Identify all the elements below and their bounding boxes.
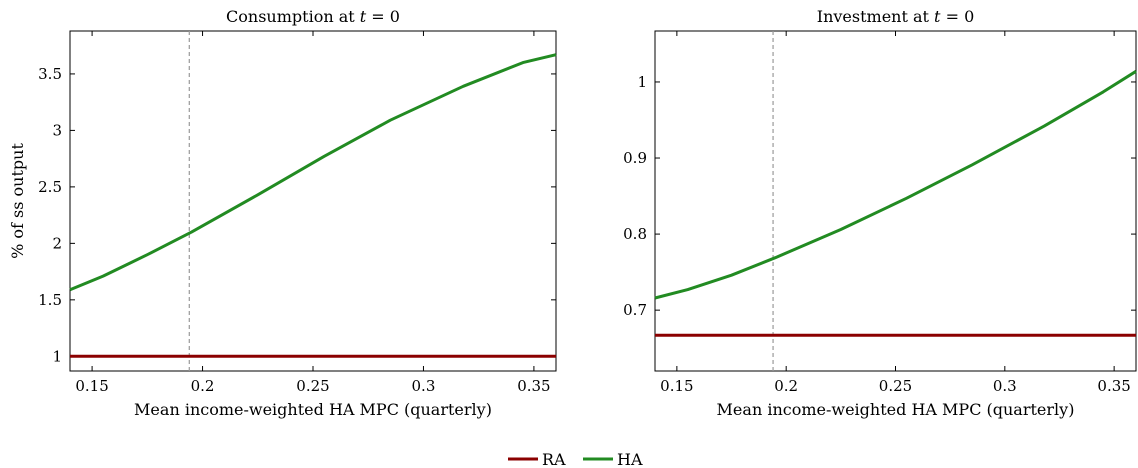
consumption-xtick-label: 0.35 [517, 377, 550, 395]
investment-xtick-label: 0.2 [774, 377, 798, 395]
consumption-xtick-label: 0.3 [412, 377, 436, 395]
consumption-panel: Consumption at t = 0 0.15 0.2 0.25 0.3 0.35 1 1… [8, 7, 557, 419]
investment-plot-frame [654, 30, 1137, 372]
investment-xtick-label: 0.35 [1097, 377, 1130, 395]
consumption-xlabel: Mean income-weighted HA MPC (quarterly) [134, 400, 492, 419]
consumption-ytick-label: 2 [52, 234, 62, 252]
legend-ha-label: HA [617, 450, 643, 468]
investment-xtick-label: 0.25 [879, 377, 912, 395]
investment-series-ha-line [654, 70, 1137, 300]
consumption-ylabel: % of ss output [8, 143, 27, 259]
consumption-ytick-label: 3 [52, 121, 62, 139]
consumption-xtick-label: 0.15 [75, 377, 108, 395]
consumption-ytick-label: 1.5 [38, 291, 62, 309]
investment-panel: Investment at t = 0 0.15 0.2 0.25 0.3 0.35 0.7… [623, 7, 1137, 419]
consumption-ytick-label: 3.5 [38, 65, 62, 83]
consumption-ytick-label: 2.5 [38, 178, 62, 196]
legend: RA HA [508, 450, 643, 468]
investment-ytick-label: 0.8 [623, 225, 647, 243]
investment-xtick-label: 0.3 [993, 377, 1017, 395]
consumption-plot-frame [69, 30, 557, 372]
investment-ytick-label: 0.7 [623, 301, 647, 319]
investment-xtick-label: 0.15 [660, 377, 693, 395]
consumption-title: Consumption at t = 0 [226, 7, 400, 26]
investment-xlabel: Mean income-weighted HA MPC (quarterly) [717, 400, 1075, 419]
consumption-xtick-label: 0.25 [296, 377, 329, 395]
consumption-ytick-label: 1 [52, 347, 62, 365]
consumption-series-ha-line [69, 53, 557, 292]
legend-ra-label: RA [542, 450, 566, 468]
investment-title: Investment at t = 0 [817, 7, 975, 26]
consumption-xtick-label: 0.2 [191, 377, 215, 395]
investment-ytick-label: 1 [637, 73, 647, 91]
investment-ytick-label: 0.9 [623, 149, 647, 167]
